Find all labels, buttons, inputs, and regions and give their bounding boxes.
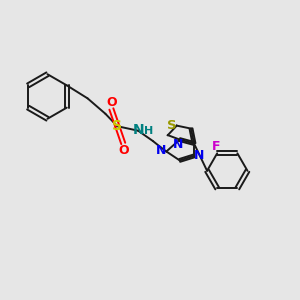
Text: S: S [167, 119, 176, 132]
Text: S: S [112, 119, 122, 133]
Text: O: O [118, 143, 129, 157]
Text: N: N [133, 123, 145, 137]
Text: N: N [173, 138, 183, 152]
Text: N: N [156, 144, 166, 158]
Text: O: O [106, 96, 117, 109]
Text: F: F [212, 140, 220, 153]
Text: N: N [194, 148, 205, 162]
Text: H: H [144, 126, 153, 136]
